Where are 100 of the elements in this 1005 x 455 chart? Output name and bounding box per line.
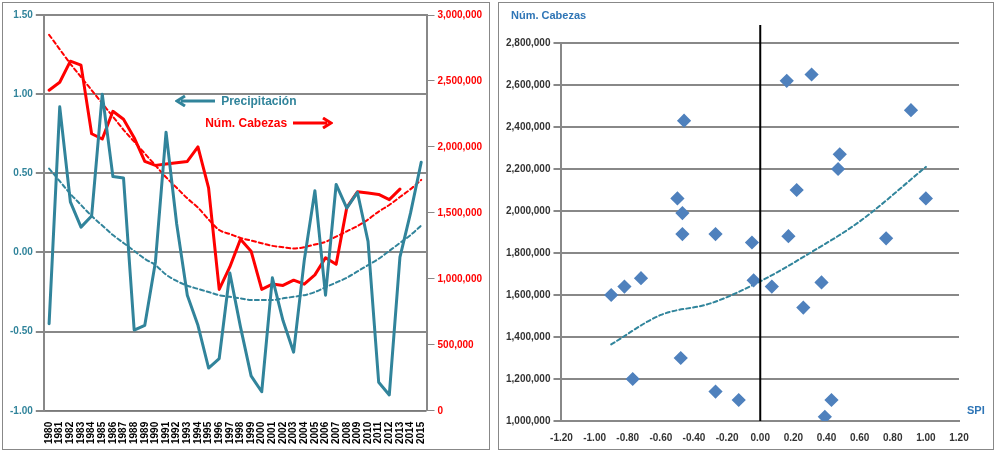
x-tick-label: 1980 xyxy=(42,421,54,444)
x-tick-label: 2003 xyxy=(287,421,299,444)
y2-tick-label: 1,000,000 xyxy=(437,272,483,284)
point xyxy=(626,372,640,386)
point xyxy=(670,191,684,205)
x-tick-label: 0.40 xyxy=(816,431,837,443)
point xyxy=(879,231,893,245)
y-tick-label: 2,000,000 xyxy=(505,204,551,216)
point xyxy=(745,236,759,249)
y2-tick-label: 500,000 xyxy=(437,338,475,350)
x-tick-label: 1.20 xyxy=(949,431,970,443)
x-tick-label: -1.20 xyxy=(550,431,574,443)
x-tick-label: 2014 xyxy=(404,421,416,444)
point xyxy=(709,385,723,399)
point xyxy=(732,393,746,407)
x-tick-label: 0.20 xyxy=(783,431,804,443)
point xyxy=(796,301,810,315)
point xyxy=(674,351,688,365)
point xyxy=(790,183,804,197)
y-tick-label: 1.00 xyxy=(13,87,34,99)
x-tick-label: 1994 xyxy=(191,421,203,444)
x-tick-label: 1988 xyxy=(127,421,139,444)
x-tick-label: 2015 xyxy=(414,421,426,444)
x-tick-label: 1981 xyxy=(53,421,65,444)
y2-tick-label: 1,500,000 xyxy=(437,206,483,218)
y-tick-label: 0.00 xyxy=(13,246,34,258)
x-tick-label: 2002 xyxy=(276,421,288,444)
point xyxy=(904,103,918,117)
point xyxy=(747,273,761,287)
x-tick-label: 1983 xyxy=(74,421,86,444)
x-tick-label: 2011 xyxy=(372,421,384,444)
x-tick-label: 0.00 xyxy=(750,431,771,443)
y2-tick-label: 3,000,000 xyxy=(437,8,483,20)
x-tick-label: -1.00 xyxy=(583,431,607,443)
point xyxy=(818,410,832,421)
x-axis-title: SPI xyxy=(967,404,985,417)
point xyxy=(604,288,618,302)
point xyxy=(709,227,723,241)
point xyxy=(677,114,691,128)
point xyxy=(831,162,845,176)
x-tick-label: 1982 xyxy=(64,421,76,444)
x-tick-label: 2012 xyxy=(383,421,395,444)
x-tick-label: 1991 xyxy=(159,421,171,444)
point xyxy=(617,280,631,294)
x-tick-label: 1995 xyxy=(202,421,214,444)
x-tick-label: -0.80 xyxy=(616,431,640,443)
y-tick-label: 2,800,000 xyxy=(505,36,551,48)
x-tick-label: 2007 xyxy=(329,421,341,444)
x-tick-label: 1.00 xyxy=(916,431,937,443)
y-tick-label: -0.50 xyxy=(10,325,34,337)
x-tick-label: 1987 xyxy=(117,421,129,444)
x-tick-label: -0.60 xyxy=(649,431,673,443)
x-tick-label: 1999 xyxy=(244,421,256,444)
point xyxy=(833,147,847,161)
x-tick-label: 1984 xyxy=(85,421,97,444)
point xyxy=(815,275,829,289)
x-tick-label: 1989 xyxy=(138,421,150,444)
x-tick-label: 2000 xyxy=(255,421,267,444)
line-series xyxy=(610,165,927,346)
x-tick-label: 1993 xyxy=(181,421,193,444)
y-tick-label: 2,200,000 xyxy=(505,162,551,174)
point xyxy=(919,191,933,205)
y-tick-label: 1,000,000 xyxy=(505,414,551,426)
y-tick-label: 2,400,000 xyxy=(505,120,551,132)
y-tick-label: 1,800,000 xyxy=(505,246,551,258)
x-tick-label: 1998 xyxy=(234,421,246,444)
y-axis-title: Núm. Cabezas xyxy=(511,8,587,21)
series-label: Núm. Cabezas xyxy=(205,116,288,131)
y-tick-label: 0.50 xyxy=(13,167,34,179)
x-tick-label: 1997 xyxy=(223,421,235,444)
x-tick-label: 2013 xyxy=(393,421,405,444)
y-tick-label: 1.50 xyxy=(13,8,34,20)
point xyxy=(765,280,779,294)
legend-label: Precipitación xyxy=(221,94,297,109)
y2-tick-label: 0 xyxy=(437,404,444,416)
y2-tick-label: 2,000,000 xyxy=(437,140,483,152)
x-tick-label: 2004 xyxy=(298,421,310,444)
x-tick-label: 1990 xyxy=(149,421,161,444)
x-tick-label: 2006 xyxy=(319,421,331,444)
y-tick-label: 1,200,000 xyxy=(505,372,551,384)
point xyxy=(824,393,838,407)
y-tick-label: 1,400,000 xyxy=(505,330,551,342)
x-tick-label: 1986 xyxy=(106,421,118,444)
y-tick-label: 1,600,000 xyxy=(505,288,551,300)
point xyxy=(675,227,689,241)
x-tick-label: 2001 xyxy=(266,421,278,444)
x-tick-label: 2009 xyxy=(351,421,363,444)
point xyxy=(781,229,795,243)
x-tick-label: -0.20 xyxy=(715,431,739,443)
y-tick-label: -1.00 xyxy=(10,404,34,416)
x-tick-label: 1996 xyxy=(212,421,224,444)
point xyxy=(780,74,794,88)
x-tick-label: 1992 xyxy=(170,421,182,444)
x-tick-label: 0.80 xyxy=(883,431,903,443)
x-tick-label: 2008 xyxy=(340,421,352,444)
point xyxy=(634,271,648,285)
y2-tick-label: 2,500,000 xyxy=(437,74,483,86)
x-tick-label: 2010 xyxy=(361,421,373,444)
y-tick-label: 2,600,000 xyxy=(505,78,551,90)
x-tick-label: 2005 xyxy=(308,421,320,444)
